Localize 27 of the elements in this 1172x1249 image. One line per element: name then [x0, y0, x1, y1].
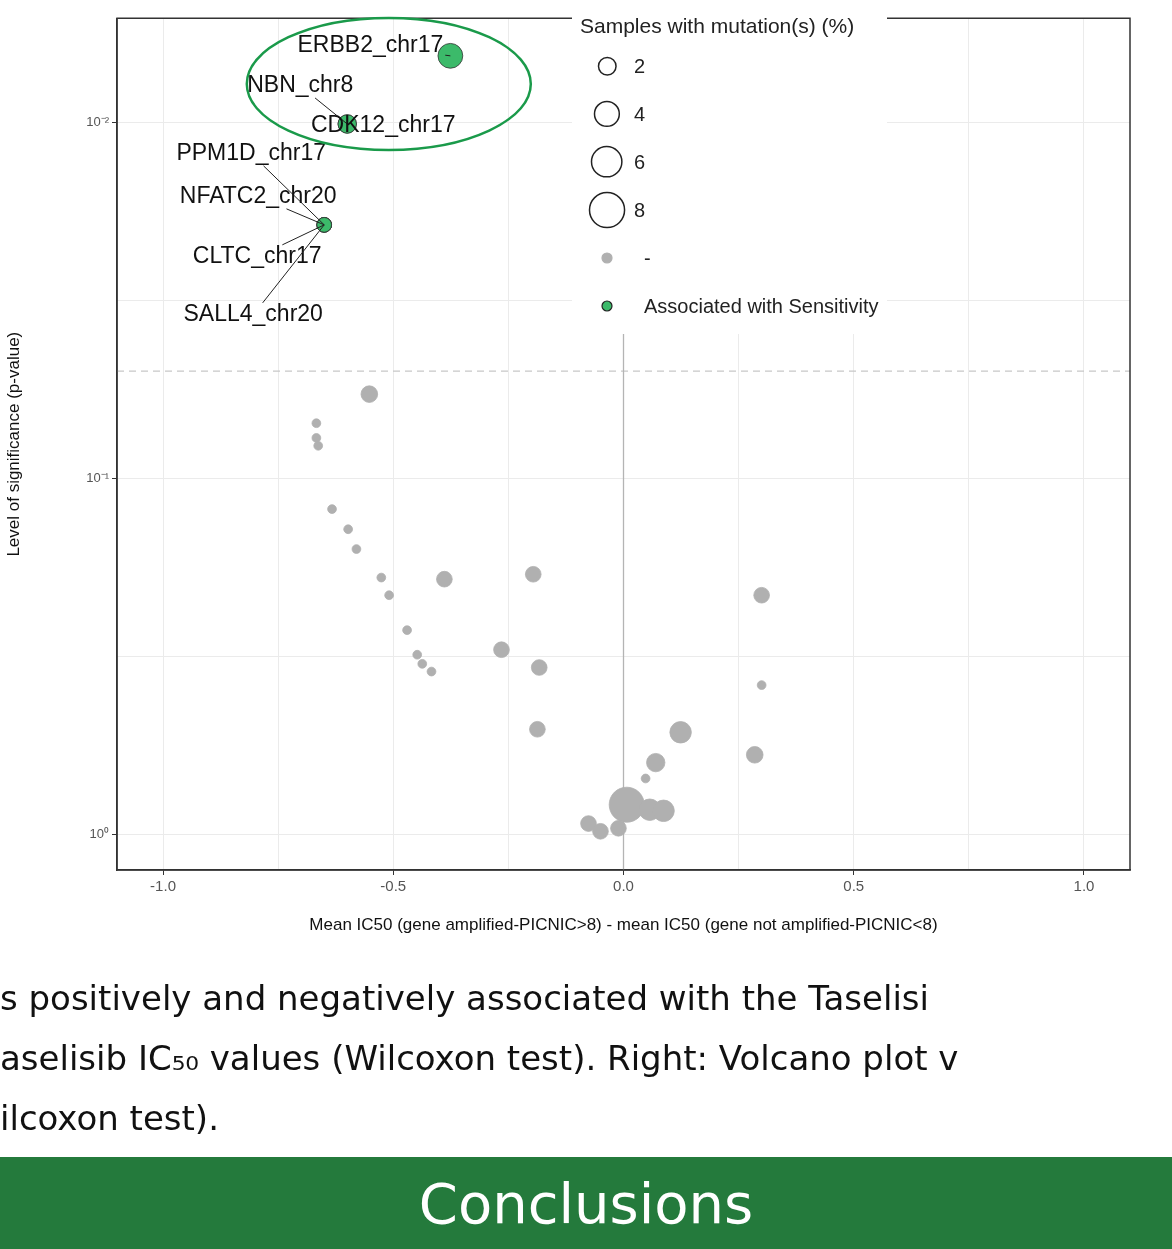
legend-label: 8: [634, 198, 646, 222]
annotation: PPM1D_chr17: [176, 139, 326, 166]
legend-label: 6: [634, 150, 646, 174]
annotation: NBN_chr8: [247, 71, 354, 98]
text: ilcoxon test).: [0, 1098, 219, 1138]
annotation: ERBB2_chr17: [297, 31, 444, 58]
legend-label: 4: [634, 102, 646, 126]
x-tick-label: 0.5: [843, 877, 865, 895]
y-axis-title: Level of significance (p-value): [3, 331, 23, 557]
x-axis-title: Mean IC50 (gene amplified-PICNIC>8) - mean IC50 (gene not amplified-PICNIC<8): [309, 915, 938, 935]
x-tick-label: -1.0: [150, 877, 176, 895]
legend-title: Samples with mutation(s) (%): [580, 14, 856, 38]
y-tick-label: 10⁻¹: [86, 469, 110, 485]
legend-label: -: [644, 246, 651, 270]
text: s positively and negatively associated with the Taselisi: [0, 978, 929, 1018]
annotation: SALL4_chr20: [183, 300, 323, 327]
annotation: NFATC2_chr20: [179, 182, 337, 209]
legend-label: Associated with Sensitivity: [644, 294, 879, 318]
legend-label: 2: [634, 54, 646, 78]
x-tick-label: 0.0: [613, 877, 634, 895]
annotation: CLTC_chr17: [192, 242, 322, 269]
text: aselisib IC₅₀ values (Wilcoxon test). Right: Volcano plot v: [0, 1038, 959, 1078]
y-tick-label: 10⁻²: [86, 114, 110, 129]
x-tick-label: -0.5: [380, 877, 407, 895]
x-tick-label: 1.0: [1073, 877, 1095, 895]
text: Conclusions: [0, 1157, 1172, 1249]
y-tick-label: 10⁰: [89, 825, 109, 841]
